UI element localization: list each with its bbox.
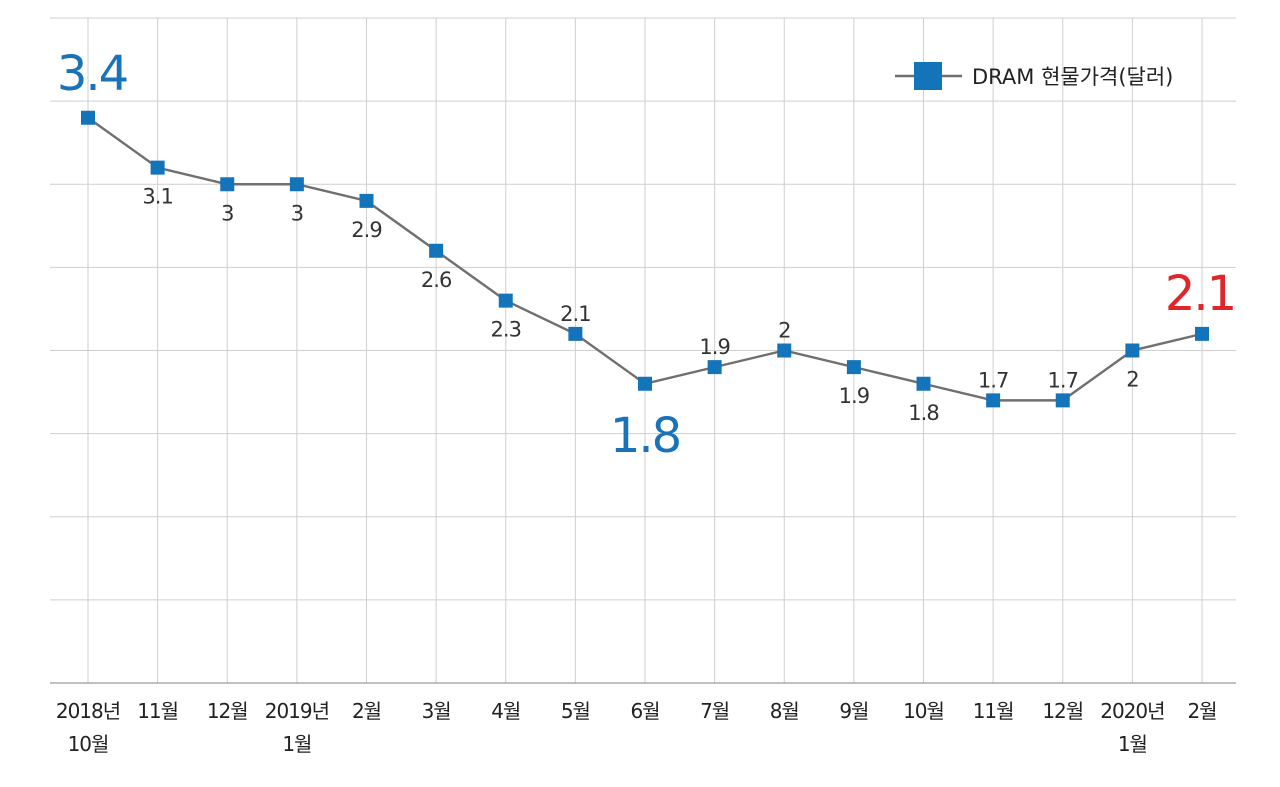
series-dram bbox=[81, 110, 1209, 408]
x-tick-label: 2018년 bbox=[56, 699, 120, 723]
data-point bbox=[498, 293, 513, 308]
data-label-highlight: 1.8 bbox=[610, 408, 680, 464]
data-label: 2.6 bbox=[421, 268, 452, 292]
x-tick-label: 12월 bbox=[207, 699, 248, 723]
data-point bbox=[986, 393, 1001, 408]
data-label: 1.8 bbox=[908, 401, 938, 425]
x-tick-label: 3월 bbox=[422, 699, 451, 723]
data-label-highlight: 3.4 bbox=[57, 46, 127, 102]
x-tick-label: 2019년 bbox=[265, 699, 329, 723]
grid-lines bbox=[50, 17, 1236, 684]
data-labels: 3.4 3.1 3 3 2.9 2.6 2.3 2.1 1.8 1.9 2 1.9 1.8 1.7 1.7 2… bbox=[57, 46, 1237, 464]
x-tick-label: 1월 bbox=[282, 732, 311, 756]
data-point bbox=[359, 193, 374, 208]
legend-label: DRAM 현물가격(달러) bbox=[972, 65, 1173, 89]
data-point bbox=[150, 160, 165, 175]
data-point bbox=[707, 360, 722, 375]
data-point bbox=[638, 376, 652, 391]
legend-marker bbox=[914, 62, 942, 90]
x-tick-label: 10월 bbox=[68, 732, 109, 756]
x-tick-label: 11월 bbox=[973, 699, 1014, 723]
data-label: 2.9 bbox=[351, 218, 381, 242]
x-tick-label: 11월 bbox=[137, 699, 178, 723]
data-label: 2 bbox=[778, 319, 790, 343]
x-tick-label: 5월 bbox=[561, 699, 590, 723]
data-point bbox=[1195, 326, 1209, 341]
data-point bbox=[220, 177, 235, 192]
data-label: 2 bbox=[1126, 368, 1138, 392]
x-tick-label: 8월 bbox=[770, 699, 799, 723]
data-label: 3.1 bbox=[142, 185, 172, 209]
data-point bbox=[846, 360, 861, 375]
data-point bbox=[777, 343, 792, 358]
data-label: 1.7 bbox=[1048, 368, 1078, 392]
x-tick-label: 4월 bbox=[491, 699, 520, 723]
x-tick-label: 1월 bbox=[1118, 732, 1147, 756]
x-tick-label: 12월 bbox=[1042, 699, 1083, 723]
x-tick-label: 10월 bbox=[903, 699, 944, 723]
data-label: 1.9 bbox=[839, 384, 869, 408]
x-tick-label: 7월 bbox=[700, 699, 729, 723]
data-label: 1.9 bbox=[699, 335, 729, 359]
data-label: 1.7 bbox=[978, 368, 1008, 392]
x-tick-label: 2월 bbox=[352, 699, 381, 723]
data-label: 2.3 bbox=[491, 318, 521, 342]
data-point bbox=[289, 177, 304, 192]
data-label: 3 bbox=[291, 201, 303, 225]
x-tick-labels: 2018년 10월 11월 12월 2019년 1월 2월 3월 4월 5월 6월 7월 8월 9월 10월… bbox=[56, 699, 1218, 756]
data-point bbox=[568, 326, 583, 341]
legend: DRAM 현물가격(달러) bbox=[895, 62, 1173, 90]
x-tick-label: 6월 bbox=[630, 699, 659, 723]
data-label: 2.1 bbox=[560, 302, 590, 326]
data-point bbox=[1125, 343, 1140, 358]
x-tick-label: 2월 bbox=[1187, 699, 1216, 723]
data-point bbox=[916, 376, 931, 391]
data-label: 3 bbox=[221, 201, 233, 225]
x-tick-label: 9월 bbox=[839, 699, 868, 723]
data-point bbox=[1055, 393, 1070, 408]
data-label-highlight: 2.1 bbox=[1165, 266, 1235, 322]
data-point bbox=[429, 243, 444, 258]
data-point bbox=[81, 110, 95, 125]
x-tick-label: 2020년 bbox=[1100, 699, 1164, 723]
